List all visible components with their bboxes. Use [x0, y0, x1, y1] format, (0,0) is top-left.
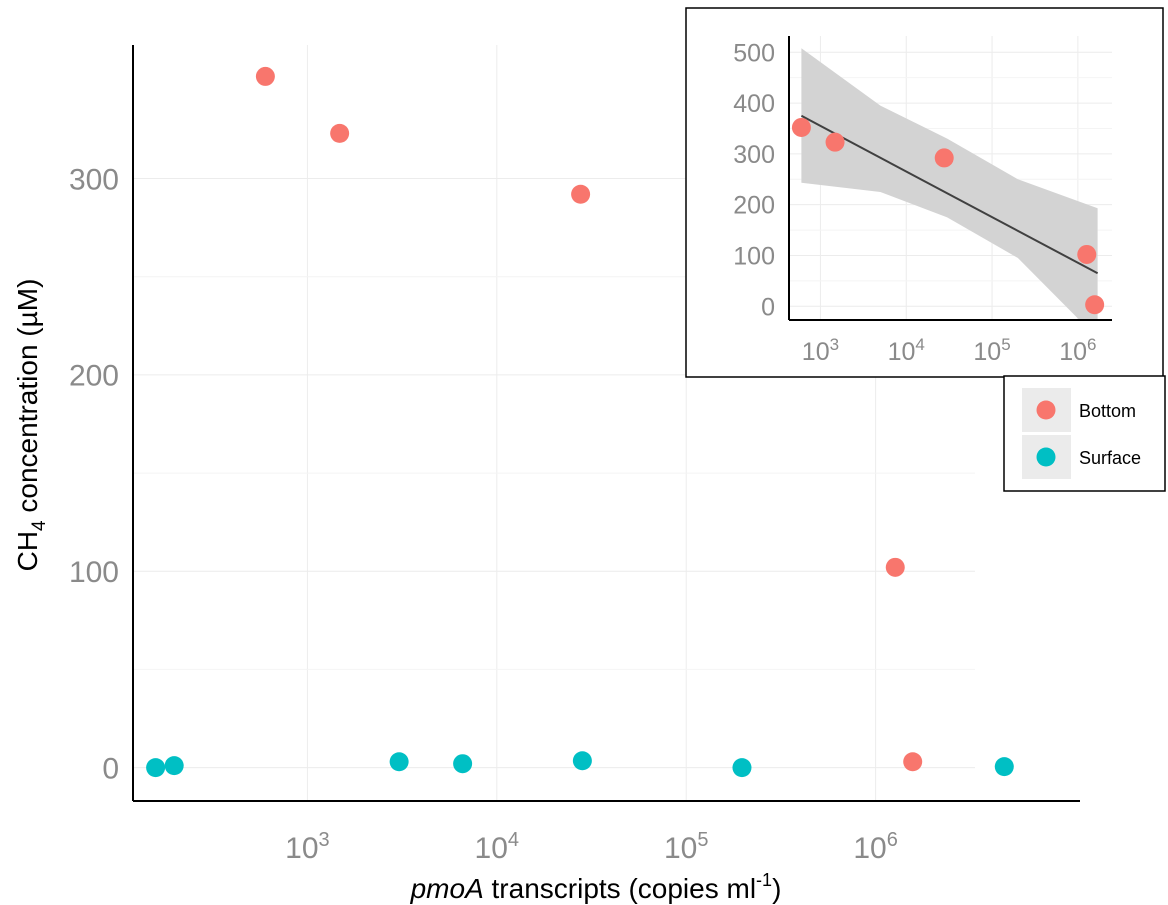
legend-label-bottom: Bottom [1079, 401, 1136, 421]
main-point-surface [994, 757, 1014, 777]
inset-point-bottom [1077, 244, 1097, 264]
main-point-surface [164, 756, 184, 776]
main-x-tick-label: 104 [475, 829, 520, 865]
inset-x-tick-label: 103 [802, 335, 839, 366]
main-y-tick-label: 200 [69, 360, 119, 393]
main-y-tick-labels: 0 100 200 300 [69, 163, 119, 785]
inset-y-tick-label: 500 [733, 39, 775, 67]
inset-point-bottom [934, 148, 954, 168]
main-point-bottom [330, 123, 350, 143]
main-point-surface [732, 758, 752, 778]
inset-y-tick-label: 300 [733, 141, 775, 169]
inset-confidence-band [801, 48, 1098, 320]
main-point-surface [572, 751, 592, 771]
inset-x-tick-label: 104 [888, 335, 925, 366]
inset-x-tick-label: 105 [973, 335, 1010, 366]
inset-y-tick-label: 100 [733, 242, 775, 270]
x-axis-title: pmoA transcripts (copies ml-1) [410, 870, 782, 904]
main-x-tick-label: 103 [285, 829, 330, 865]
inset-point-bottom [791, 117, 811, 137]
main-x-tick-labels: 103 104 105 106 [285, 829, 898, 865]
inset-point-bottom [1085, 295, 1105, 315]
legend-key-bottom-marker [1036, 400, 1056, 420]
main-point-bottom [885, 557, 905, 577]
main-y-tick-label: 0 [102, 752, 119, 785]
inset-regression-chart: 0 100 200 300 400 500 103 104 105 106 [685, 7, 1164, 378]
main-point-bottom [571, 184, 591, 204]
main-point-bottom [255, 66, 275, 86]
inset-x-tick-labels: 103 104 105 106 [802, 335, 1097, 366]
inset-y-tick-label: 400 [733, 90, 775, 118]
main-y-tick-label: 300 [69, 163, 119, 196]
main-points [146, 66, 1014, 778]
main-point-surface [453, 754, 473, 774]
y-axis-title: CH4 concentration (µM) [12, 279, 50, 572]
inset-point-bottom [825, 132, 845, 152]
main-point-surface [389, 752, 409, 772]
main-point-surface [146, 758, 166, 778]
main-x-tick-label: 106 [853, 829, 898, 865]
main-y-tick-label: 100 [69, 556, 119, 589]
inset-points [791, 117, 1105, 315]
main-scatter-chart: 0 100 200 300 103 104 105 106 pmoA transcripts… [12, 45, 1080, 904]
legend-key-surface-marker [1036, 447, 1056, 467]
main-point-bottom [903, 752, 923, 772]
inset-y-tick-label: 0 [761, 293, 775, 321]
inset-y-tick-label: 200 [733, 192, 775, 220]
inset-x-tick-label: 106 [1059, 335, 1096, 366]
legend: Bottom Surface [1003, 375, 1166, 492]
main-x-tick-label: 105 [664, 829, 709, 865]
inset-regression-line [800, 114, 1099, 275]
inset-y-tick-labels: 0 100 200 300 400 500 [733, 39, 775, 321]
legend-label-surface: Surface [1079, 448, 1141, 468]
